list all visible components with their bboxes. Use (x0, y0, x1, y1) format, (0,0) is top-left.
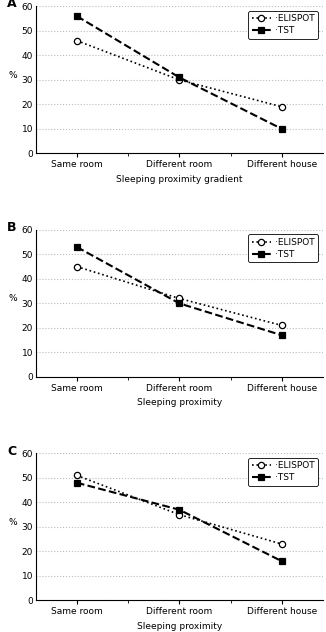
·TST (177, 300, 181, 307)
·TST (280, 125, 284, 133)
·ELISPOT (177, 511, 181, 518)
·ELISPOT (280, 103, 284, 111)
Legend: ·ELISPOT, ·TST: ·ELISPOT, ·TST (248, 11, 318, 39)
Line: ·ELISPOT: ·ELISPOT (74, 472, 285, 547)
·ELISPOT (75, 471, 79, 479)
Y-axis label: %: % (9, 518, 18, 527)
Line: ·ELISPOT: ·ELISPOT (74, 37, 285, 110)
·ELISPOT (280, 540, 284, 548)
·ELISPOT (177, 295, 181, 302)
Line: ·TST: ·TST (74, 244, 285, 338)
·TST (280, 557, 284, 565)
·TST (177, 506, 181, 514)
Text: C: C (7, 444, 16, 458)
Y-axis label: %: % (9, 295, 18, 303)
Legend: ·ELISPOT, ·TST: ·ELISPOT, ·TST (248, 234, 318, 262)
Line: ·TST: ·TST (74, 480, 285, 564)
Legend: ·ELISPOT, ·TST: ·ELISPOT, ·TST (248, 458, 318, 486)
X-axis label: Sleeping proximity: Sleeping proximity (137, 398, 222, 408)
Line: ·TST: ·TST (74, 13, 285, 132)
·ELISPOT (75, 263, 79, 270)
Text: A: A (7, 0, 17, 11)
·TST (75, 243, 79, 251)
·ELISPOT (177, 76, 181, 83)
·TST (177, 73, 181, 81)
·TST (280, 331, 284, 339)
·TST (75, 13, 79, 20)
Y-axis label: %: % (9, 71, 18, 80)
·ELISPOT (280, 322, 284, 329)
X-axis label: Sleeping proximity: Sleeping proximity (137, 622, 222, 631)
Text: B: B (7, 221, 17, 234)
·TST (75, 479, 79, 487)
Line: ·ELISPOT: ·ELISPOT (74, 264, 285, 329)
X-axis label: Sleeping proximity gradient: Sleeping proximity gradient (116, 175, 243, 184)
·ELISPOT (75, 37, 79, 44)
